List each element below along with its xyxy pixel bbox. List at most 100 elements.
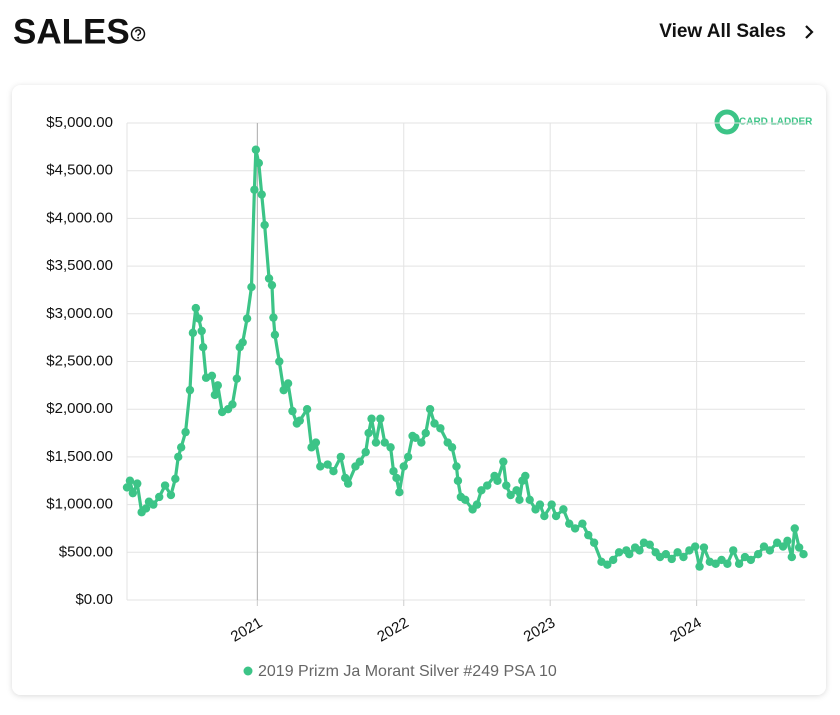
data-point	[371, 438, 381, 447]
y-tick-label: $5,000.00	[46, 114, 113, 131]
data-point	[635, 546, 644, 555]
data-point	[765, 546, 775, 555]
data-point	[376, 414, 385, 423]
data-point	[267, 280, 277, 290]
data-point	[197, 326, 206, 336]
data-point	[589, 538, 599, 547]
data-point	[614, 548, 624, 557]
data-point	[578, 519, 587, 528]
y-tick-label: $4,000.00	[46, 209, 113, 226]
data-point	[753, 550, 763, 559]
data-point	[565, 519, 574, 528]
data-point	[269, 313, 278, 322]
y-tick-label: $3,500.00	[46, 257, 113, 274]
data-point	[787, 552, 797, 562]
help-dot[interactable]	[137, 36, 140, 39]
data-point	[540, 511, 549, 521]
data-point	[210, 390, 220, 400]
help-glyph[interactable]	[135, 29, 142, 36]
data-point	[125, 476, 135, 485]
data-point	[213, 381, 222, 390]
data-point	[608, 555, 618, 565]
data-point	[311, 438, 321, 447]
data-point	[323, 460, 332, 469]
data-point	[174, 452, 183, 462]
data-point	[232, 374, 242, 383]
view-all-link[interactable]: View All Sales	[659, 21, 786, 42]
y-tick-label: $0.00	[75, 591, 113, 608]
section-title: SALES	[13, 12, 130, 51]
data-point	[238, 338, 247, 347]
y-tick-label: $2,500.00	[46, 352, 113, 369]
data-point	[149, 500, 158, 509]
data-point	[302, 405, 312, 414]
data-point	[723, 559, 732, 568]
data-point	[176, 443, 186, 452]
data-point	[389, 467, 398, 476]
data-point	[257, 190, 266, 199]
data-point	[472, 500, 482, 509]
data-point	[403, 452, 413, 462]
chevron[interactable]	[805, 25, 814, 39]
logo-text: CARD LADDER	[739, 117, 813, 128]
plot: $0.00 $500.00 $1,000.00 $1,500.00 $2,000.00 $…	[46, 114, 808, 680]
legend-label: 2019 Prizm Ja Morant Silver #249 PSA 10	[258, 663, 557, 680]
data-point	[395, 487, 404, 497]
logo-mark	[714, 109, 740, 135]
data-point	[250, 185, 259, 194]
data-point	[279, 385, 288, 395]
data-point	[242, 314, 252, 323]
data-point	[251, 145, 261, 154]
data-point	[191, 303, 201, 313]
data-point	[343, 479, 353, 488]
data-point	[783, 536, 792, 546]
data-point	[667, 554, 676, 564]
data-point	[411, 433, 420, 443]
data-point	[430, 419, 439, 428]
data-point	[188, 328, 198, 338]
data-point	[275, 357, 284, 366]
legend-swatch	[243, 666, 253, 676]
data-point	[673, 548, 682, 557]
data-point	[207, 371, 217, 381]
logo: CARD LADDER	[714, 109, 813, 135]
data-point	[194, 314, 203, 323]
data-point	[625, 550, 634, 559]
data-point	[584, 530, 593, 540]
data-point	[483, 481, 492, 490]
help-icon[interactable]	[130, 26, 146, 42]
data-point	[417, 438, 426, 447]
data-point	[695, 562, 704, 571]
data-point	[452, 462, 461, 471]
data-point	[316, 462, 325, 471]
y-tick-label: $3,000.00	[46, 305, 113, 322]
data-point	[355, 457, 365, 466]
data-point	[645, 540, 654, 549]
data-point	[329, 467, 338, 476]
data-point	[551, 511, 561, 521]
data-point	[570, 524, 580, 533]
data-point	[512, 486, 521, 495]
data-point	[198, 342, 208, 352]
data-point	[367, 414, 376, 423]
data-point	[166, 490, 176, 500]
data-point	[133, 479, 142, 488]
data-point	[181, 427, 190, 437]
y-tick-label: $500.00	[59, 543, 113, 560]
help-circle[interactable]	[130, 26, 146, 42]
data-point	[535, 500, 545, 509]
data-point	[499, 457, 508, 466]
data-point	[171, 474, 180, 484]
data-point	[421, 428, 430, 438]
data-point	[502, 481, 511, 490]
data-point	[228, 400, 237, 409]
data-point	[729, 546, 738, 555]
data-point	[515, 495, 524, 505]
data-point	[260, 220, 269, 230]
y-tick-label: $4,500.00	[46, 162, 113, 179]
data-point	[521, 471, 530, 481]
data-point	[699, 543, 709, 552]
data-point	[160, 481, 170, 490]
data-point	[185, 385, 195, 395]
